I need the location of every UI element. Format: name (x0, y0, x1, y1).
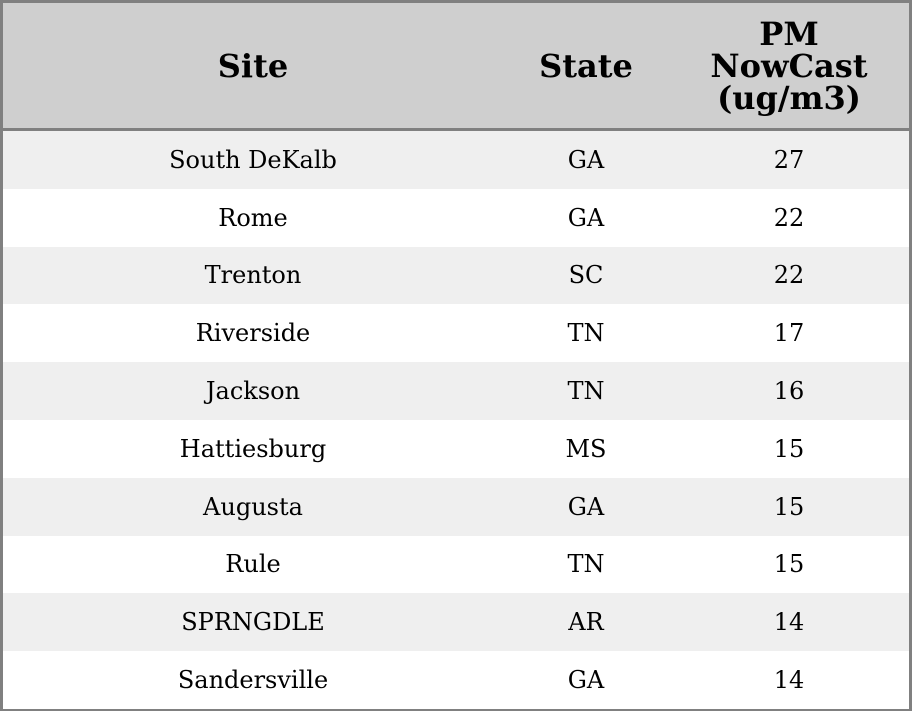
pm-value-cell: 22 (669, 188, 909, 247)
site-cell: Riverside (3, 304, 503, 363)
header-row: Site State PM NowCast (ug/m3) (3, 3, 909, 131)
site-cell: Jackson (3, 362, 503, 420)
header-pm-nowcast: PM NowCast (ug/m3) (669, 3, 909, 131)
state-cell: TN (503, 304, 669, 363)
site-cell: Trenton (3, 246, 503, 305)
table-row: Riverside TN 17 (3, 304, 909, 363)
state-cell: TN (503, 362, 669, 420)
table-row: South DeKalb GA 27 (3, 129, 909, 189)
pm-value-cell: 15 (669, 419, 909, 478)
table-row: SPRNGDLE AR 14 (3, 593, 909, 652)
header-pm-line1: PM (759, 14, 819, 53)
pm-value-cell: 14 (669, 593, 909, 652)
table-row: Sandersville GA 14 (3, 651, 909, 709)
state-cell: GA (503, 477, 669, 536)
pm-value-cell: 17 (669, 304, 909, 363)
site-cell: Augusta (3, 477, 503, 536)
site-cell: South DeKalb (3, 129, 503, 189)
pm-value-cell: 16 (669, 362, 909, 420)
pm-value-cell: 22 (669, 246, 909, 305)
pm-value-cell: 15 (669, 477, 909, 536)
header-pm-line2: NowCast (710, 46, 868, 85)
header-pm-line3: (ug/m3) (717, 78, 861, 117)
table-row: Augusta GA 15 (3, 477, 909, 536)
site-cell: Sandersville (3, 651, 503, 709)
table-row: Trenton SC 22 (3, 246, 909, 305)
header-site: Site (3, 3, 503, 131)
state-cell: AR (503, 593, 669, 652)
pm-value-cell: 15 (669, 535, 909, 594)
pm-value-cell: 14 (669, 651, 909, 709)
state-cell: SC (503, 246, 669, 305)
site-cell: Rome (3, 188, 503, 247)
table-row: Rule TN 15 (3, 535, 909, 594)
table-row: Rome GA 22 (3, 188, 909, 247)
state-cell: GA (503, 651, 669, 709)
data-table: Site State PM NowCast (ug/m3) South DeKa… (3, 3, 909, 709)
state-cell: GA (503, 129, 669, 189)
table-row: Jackson TN 16 (3, 362, 909, 420)
site-cell: Hattiesburg (3, 419, 503, 478)
site-cell: Rule (3, 535, 503, 594)
state-cell: MS (503, 419, 669, 478)
pm-value-cell: 27 (669, 129, 909, 189)
site-cell: SPRNGDLE (3, 593, 503, 652)
table-row: Hattiesburg MS 15 (3, 419, 909, 478)
header-state: State (503, 3, 669, 131)
state-cell: GA (503, 188, 669, 247)
state-cell: TN (503, 535, 669, 594)
